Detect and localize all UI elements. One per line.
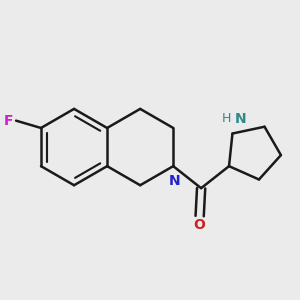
Text: N: N: [169, 174, 181, 188]
Text: H: H: [222, 112, 231, 125]
Text: F: F: [4, 114, 14, 128]
Text: O: O: [194, 218, 206, 233]
Text: N: N: [235, 112, 246, 126]
